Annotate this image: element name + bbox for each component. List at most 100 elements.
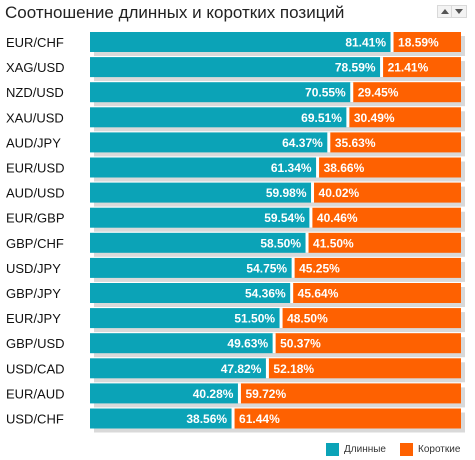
bar-divider bbox=[346, 107, 350, 128]
category-label-eur-usd: EUR/USD bbox=[6, 161, 65, 176]
bar-divider bbox=[237, 383, 241, 404]
legend-item-long: Длинные bbox=[326, 441, 386, 457]
data-label-long-eur-gbp: 59.54% bbox=[264, 211, 305, 225]
category-label-gbp-jpy: GBP/JPY bbox=[6, 286, 61, 301]
data-label-short-usd-jpy: 45.25% bbox=[299, 261, 340, 275]
bar-short-eur-jpy bbox=[281, 308, 461, 329]
data-label-short-nzd-usd: 29.45% bbox=[358, 86, 399, 100]
data-label-short-eur-usd: 38.66% bbox=[324, 161, 365, 175]
bar-long-eur-usd bbox=[90, 157, 318, 178]
bar-short-gbp-chf bbox=[307, 232, 461, 253]
bar-divider bbox=[265, 358, 269, 379]
bar-long-aud-usd bbox=[90, 182, 313, 203]
data-label-short-aud-jpy: 35.63% bbox=[335, 136, 376, 150]
data-label-long-gbp-jpy: 54.36% bbox=[245, 287, 286, 301]
bar-short-eur-chf bbox=[392, 32, 461, 52]
bar-divider bbox=[327, 132, 331, 153]
bar-divider bbox=[231, 408, 235, 429]
data-label-short-eur-aud: 59.72% bbox=[245, 387, 286, 401]
bar-divider bbox=[311, 182, 315, 203]
bar-short-eur-gbp bbox=[310, 207, 461, 228]
category-label-usd-jpy: USD/JPY bbox=[6, 261, 61, 276]
bar-row: EUR/AUD 40.28% 59.72% bbox=[6, 383, 465, 408]
data-label-short-usd-chf: 61.44% bbox=[239, 412, 280, 426]
legend-label-short: Короткие bbox=[418, 443, 461, 455]
bar-long-usd-chf bbox=[90, 408, 234, 429]
data-label-short-eur-gbp: 40.46% bbox=[317, 211, 358, 225]
data-label-short-usd-cad: 52.18% bbox=[273, 362, 314, 376]
bar-short-gbp-jpy bbox=[291, 283, 461, 303]
bar-long-aud-jpy bbox=[90, 132, 329, 153]
data-label-short-xau-usd: 30.49% bbox=[354, 111, 395, 125]
bar-row: USD/CHF 38.56% 61.44% bbox=[6, 408, 465, 433]
bar-long-eur-aud bbox=[90, 383, 240, 404]
bar-row: XAG/USD 78.59% 21.41% bbox=[6, 57, 465, 82]
data-label-long-eur-usd: 61.34% bbox=[271, 161, 312, 175]
bar-short-usd-chf bbox=[233, 408, 461, 429]
data-label-long-gbp-chf: 58.50% bbox=[260, 236, 301, 250]
bar-divider bbox=[272, 333, 276, 354]
bar-row: GBP/USD 49.63% 50.37% bbox=[6, 333, 465, 358]
bar-divider bbox=[350, 82, 354, 103]
bar-short-eur-usd bbox=[317, 157, 461, 178]
bar-short-aud-usd bbox=[312, 182, 461, 203]
bar-divider bbox=[309, 207, 313, 228]
bar-row: NZD/USD 70.55% 29.45% bbox=[6, 82, 465, 107]
data-label-short-gbp-jpy: 45.64% bbox=[298, 287, 339, 301]
bar-long-nzd-usd bbox=[90, 82, 352, 103]
legend-item-short: Короткие bbox=[400, 441, 460, 457]
bar-short-gbp-usd bbox=[274, 333, 461, 354]
triangle-down-icon bbox=[455, 9, 463, 14]
category-label-eur-aud: EUR/AUD bbox=[6, 386, 65, 401]
bar-row: GBP/CHF 58.50% 41.50% bbox=[6, 232, 465, 257]
stacked-bar-chart: EUR/CHF 81.41% 18.59% XAG/USD 78.59% 21.41% NZ… bbox=[6, 32, 465, 433]
data-label-short-eur-jpy: 48.50% bbox=[287, 312, 328, 326]
category-label-xag-usd: XAG/USD bbox=[6, 60, 65, 75]
data-label-long-aud-usd: 59.98% bbox=[266, 186, 307, 200]
bar-long-gbp-usd bbox=[90, 333, 275, 354]
category-label-eur-chf: EUR/CHF bbox=[6, 35, 64, 50]
data-label-long-aud-jpy: 64.37% bbox=[282, 136, 323, 150]
legend: Длинные Короткие bbox=[0, 441, 475, 457]
chart-area: EUR/CHF 81.41% 18.59% XAG/USD 78.59% 21.41% NZ… bbox=[0, 27, 475, 437]
legend-swatch-long bbox=[326, 442, 339, 456]
category-label-usd-chf: USD/CHF bbox=[6, 412, 64, 427]
bar-row: AUD/USD 59.98% 40.02% bbox=[6, 182, 465, 207]
bar-row: GBP/JPY 54.36% 45.64% bbox=[6, 283, 465, 307]
bar-long-usd-cad bbox=[90, 358, 268, 379]
bar-short-xau-usd bbox=[347, 107, 461, 128]
bar-short-xag-usd bbox=[381, 57, 461, 78]
bar-divider bbox=[316, 157, 320, 178]
sort-up-button[interactable] bbox=[437, 5, 452, 18]
category-label-eur-gbp: EUR/GBP bbox=[6, 211, 65, 226]
bar-long-xag-usd bbox=[90, 57, 382, 78]
data-label-long-xag-usd: 78.59% bbox=[335, 61, 376, 75]
data-label-long-eur-aud: 40.28% bbox=[193, 387, 234, 401]
bar-short-usd-cad bbox=[267, 358, 461, 379]
triangle-up-icon bbox=[440, 9, 449, 14]
bar-long-gbp-jpy bbox=[90, 283, 292, 303]
bar-row: USD/JPY 54.75% 45.25% bbox=[6, 257, 465, 282]
category-label-eur-jpy: EUR/JPY bbox=[6, 311, 61, 326]
data-label-long-nzd-usd: 70.55% bbox=[305, 86, 346, 100]
data-label-short-gbp-usd: 50.37% bbox=[280, 337, 321, 351]
legend-label-long: Длинные bbox=[344, 443, 386, 455]
bar-row: EUR/GBP 59.54% 40.46% bbox=[6, 207, 465, 232]
chart-title: Соотношение длинных и коротких позиций bbox=[5, 3, 345, 22]
bar-row: USD/CAD 47.82% 52.18% bbox=[6, 358, 465, 383]
bar-long-xau-usd bbox=[90, 107, 348, 128]
data-label-short-xag-usd: 21.41% bbox=[388, 61, 429, 75]
data-label-long-usd-chf: 38.56% bbox=[186, 412, 227, 426]
bar-short-aud-jpy bbox=[328, 132, 461, 153]
bar-divider bbox=[291, 257, 295, 278]
bar-row: EUR/JPY 51.50% 48.50% bbox=[6, 308, 465, 333]
bar-long-usd-jpy bbox=[90, 257, 294, 278]
data-label-short-gbp-chf: 41.50% bbox=[313, 236, 354, 250]
bar-divider bbox=[279, 308, 283, 329]
bar-row: XAU/USD 69.51% 30.49% bbox=[6, 107, 465, 132]
bar-long-eur-chf bbox=[90, 32, 393, 52]
bar-long-gbp-chf bbox=[90, 232, 308, 253]
bar-short-eur-aud bbox=[239, 383, 461, 404]
sort-down-button[interactable] bbox=[452, 5, 467, 18]
data-label-long-usd-jpy: 54.75% bbox=[246, 261, 287, 275]
